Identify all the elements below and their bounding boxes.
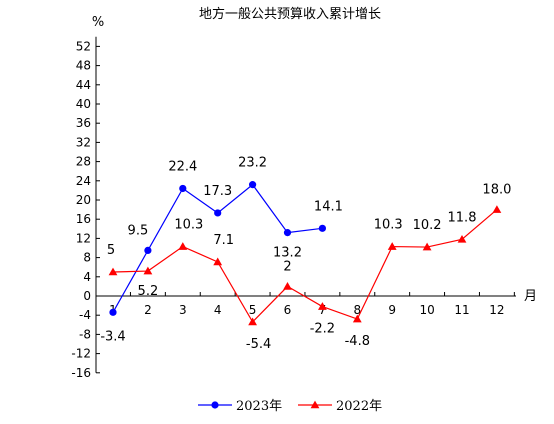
data-label: 23.2 — [238, 156, 267, 171]
legend: 2023年 2022年 — [198, 399, 382, 414]
data-point — [492, 205, 502, 213]
data-point — [213, 257, 223, 266]
legend-label: 2023年 — [236, 399, 282, 414]
legend-entry-2023年: 2023年 — [198, 399, 282, 414]
data-label: 14.1 — [314, 199, 343, 214]
data-point — [352, 314, 362, 323]
y-tick-label: 36 — [76, 116, 91, 130]
x-axis-unit: 月 — [524, 289, 537, 304]
x-tick-label: 12 — [489, 303, 504, 317]
series-2022年: 5 5.2 10.3 7.1 -5.4 2 -2.2 -4.8 10.3 10.2 11.8 18.0 — [107, 183, 512, 352]
chart-title: 地方一般公共预算收入累计增长 — [199, 6, 381, 22]
data-label: 9.5 — [128, 223, 149, 238]
data-label: 18.0 — [482, 183, 511, 198]
data-label: 11.8 — [448, 210, 477, 225]
legend-label: 2022年 — [336, 399, 382, 414]
data-point — [318, 302, 327, 310]
data-point — [387, 242, 397, 250]
x-tick-label: 2 — [144, 303, 152, 317]
data-point — [109, 308, 117, 316]
data-label: 22.4 — [168, 159, 197, 174]
data-point — [457, 234, 467, 243]
y-tick-label: 44 — [76, 78, 91, 92]
y-tick-label: -4 — [79, 308, 91, 322]
y-tick-label: 4 — [83, 270, 91, 284]
series-2023年: -3.4 9.5 22.4 17.3 23.2 13.2 14.1 — [100, 156, 343, 345]
y-tick-label: -8 — [79, 327, 91, 341]
legend-entry-2022年: 2022年 — [298, 399, 382, 414]
x-tick-label: 9 — [388, 303, 396, 317]
x-tick-label: 4 — [214, 303, 222, 317]
x-tick-label: 5 — [249, 303, 257, 317]
data-label: 10.2 — [413, 218, 442, 233]
data-point — [249, 181, 257, 189]
y-tick-label: 8 — [83, 251, 91, 265]
data-label: -4.8 — [345, 334, 370, 349]
data-label: 10.3 — [374, 218, 403, 233]
y-tick-label: 48 — [76, 59, 91, 73]
data-label: 17.3 — [203, 184, 232, 199]
x-tick-label: 6 — [284, 303, 292, 317]
y-tick-label: -16 — [71, 366, 91, 380]
data-label: 13.2 — [273, 246, 302, 261]
data-point — [248, 317, 257, 326]
x-tick-label: 10 — [419, 303, 434, 317]
data-label: -5.4 — [246, 337, 271, 352]
y-tick-label: 24 — [76, 174, 91, 188]
y-tick-label: -12 — [71, 347, 91, 361]
data-label: 2 — [283, 259, 291, 274]
data-label: 5.2 — [138, 284, 159, 299]
legend-marker — [310, 400, 320, 409]
data-point — [214, 209, 222, 217]
series-line — [112, 209, 498, 323]
y-tick-label: 40 — [76, 97, 91, 111]
data-point — [283, 282, 292, 290]
data-point — [422, 242, 432, 251]
x-tick-label: 3 — [179, 303, 187, 317]
data-label: -2.2 — [310, 322, 335, 337]
x-tick-label: 8 — [353, 303, 361, 317]
data-label: 5 — [107, 243, 115, 258]
y-tick-label: 0 — [83, 289, 91, 303]
data-point — [108, 267, 118, 276]
y-tick-label: 12 — [76, 231, 91, 245]
data-point — [144, 246, 152, 254]
y-tick-label: 32 — [76, 135, 91, 149]
x-tick-label: 7 — [319, 303, 327, 317]
data-label: 10.3 — [174, 218, 203, 233]
data-label: 7.1 — [213, 233, 234, 248]
legend-marker — [211, 401, 219, 409]
data-point — [318, 224, 326, 232]
data-point — [283, 229, 292, 237]
y-tick-label: 16 — [76, 212, 91, 226]
axes: -16-12-8-4048121620242832364044485212345… — [71, 36, 516, 380]
data-point — [179, 184, 187, 193]
y-tick-label: 28 — [76, 155, 91, 169]
data-point — [178, 242, 188, 250]
x-tick-label: 11 — [454, 303, 469, 317]
y-tick-label: 52 — [76, 39, 91, 53]
data-point — [143, 266, 153, 275]
data-label: -3.4 — [100, 329, 125, 344]
series-layer: -3.4 9.5 22.4 17.3 23.2 13.2 14.1 5 5.2 10.3 7.1 -5… — [100, 156, 511, 352]
y-axis-unit: % — [92, 15, 104, 30]
y-tick-label: 20 — [76, 193, 91, 207]
